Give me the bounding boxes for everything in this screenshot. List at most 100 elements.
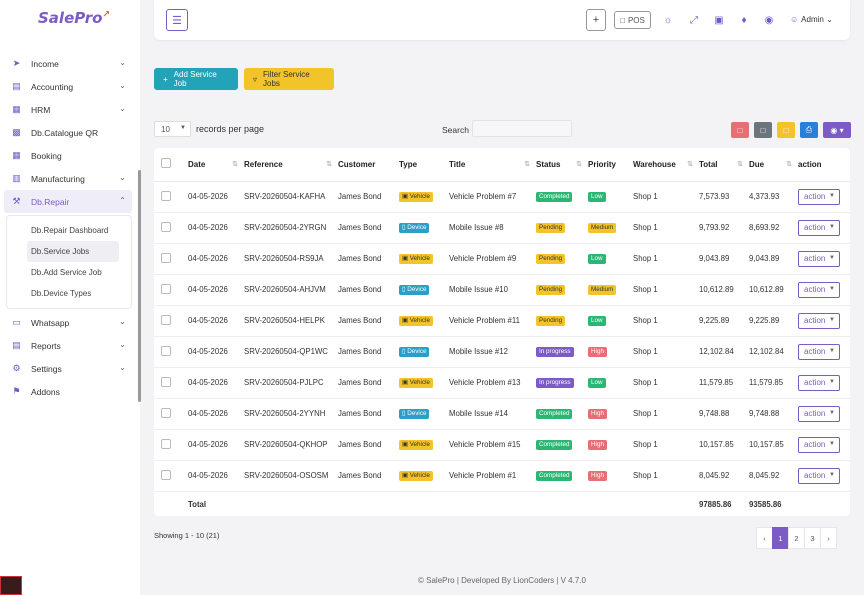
select-all-checkbox[interactable] — [161, 158, 171, 169]
col-total[interactable]: Total ⇅ — [699, 148, 749, 182]
bell-icon[interactable]: ♦ — [741, 14, 747, 26]
row-checkbox-cell[interactable] — [154, 367, 188, 399]
row-checkbox-cell[interactable] — [154, 305, 188, 337]
action-dropdown-button[interactable]: action ▼ — [798, 250, 840, 267]
col-type[interactable]: Type — [399, 148, 449, 182]
row-checkbox[interactable] — [161, 314, 171, 325]
sidebar-item-manufacturing[interactable]: ▥ Manufacturing ⌄ — [0, 167, 140, 190]
action-dropdown-button[interactable]: action ▼ — [798, 343, 840, 360]
row-checkbox[interactable] — [161, 283, 171, 294]
service-jobs-table-card: Date ⇅ Reference ⇅ Customer Type Title ⇅ St… — [154, 148, 850, 516]
col-priority[interactable]: Priority — [588, 148, 633, 182]
sidebar-scrollbar[interactable] — [138, 170, 141, 402]
action-dropdown-button[interactable]: action ▼ — [798, 219, 840, 236]
row-checkbox-cell[interactable] — [154, 429, 188, 461]
cash-register-icon[interactable]: ▣ — [714, 14, 724, 26]
action-dropdown-button[interactable]: action ▼ — [798, 281, 840, 298]
table-row: 04-05-2026 SRV-20260504-AHJVM James Bond ▯ … — [154, 274, 850, 306]
cell-due: 12,102.84 — [749, 336, 798, 368]
theme-toggle-icon[interactable]: ☼ — [663, 14, 673, 26]
user-menu[interactable]: ☺ Admin ⌄ — [790, 15, 833, 24]
row-checkbox[interactable] — [161, 376, 171, 387]
action-dropdown-button[interactable]: action ▼ — [798, 405, 840, 422]
priority-badge: High — [588, 347, 607, 357]
col-status[interactable]: Status ⇅ — [536, 148, 588, 182]
sidebar-item-income[interactable]: ➤ Income ⌄ — [0, 52, 140, 75]
sidebar-item-hrm[interactable]: ▦ HRM ⌄ — [0, 98, 140, 121]
export-csv-button[interactable]: □ — [754, 122, 772, 138]
export-pdf-button[interactable]: □ — [731, 122, 749, 138]
submenu-item-db-device-types[interactable]: Db.Device Types — [31, 289, 92, 298]
filter-service-jobs-button[interactable]: ▿ Filter Service Jobs — [244, 68, 334, 90]
print-button[interactable]: ⎙ — [800, 122, 818, 138]
row-checkbox[interactable] — [161, 469, 171, 480]
row-checkbox-cell[interactable] — [154, 336, 188, 368]
action-dropdown-button[interactable]: action ▼ — [798, 436, 840, 453]
brand-logo[interactable]: SalePro↗ — [38, 9, 111, 27]
row-checkbox-cell[interactable] — [154, 243, 188, 275]
col-title[interactable]: Title ⇅ — [449, 148, 536, 182]
sidebar-item-settings[interactable]: ⚙ Settings ⌄ — [0, 357, 140, 380]
chevron-left-icon: ‹ — [763, 533, 766, 543]
pos-label: POS — [627, 15, 645, 25]
cell-action: action ▼ — [798, 398, 850, 430]
submenu-item-db-add-service-job[interactable]: Db.Add Service Job — [31, 268, 102, 277]
priority-badge: High — [588, 409, 607, 419]
row-checkbox-cell[interactable] — [154, 212, 188, 244]
fullscreen-icon[interactable]: ⤢ — [690, 14, 698, 26]
col-reference[interactable]: Reference ⇅ — [244, 148, 338, 182]
row-checkbox[interactable] — [161, 221, 171, 232]
pagination: ‹ 1 2 3 › — [756, 527, 837, 549]
sidebar-item-whatsapp[interactable]: ▭ Whatsapp ⌄ — [0, 311, 140, 334]
sidebar-item-reports[interactable]: ▤ Reports ⌄ — [0, 334, 140, 357]
action-label: action — [804, 316, 826, 325]
sidebar-item-db-catalogue-qr[interactable]: ▩ Db.Catalogue QR — [0, 121, 140, 144]
menu-toggle-button[interactable]: ☰ — [166, 9, 188, 31]
user-label: Admin — [801, 15, 824, 24]
action-dropdown-button[interactable]: action ▼ — [798, 374, 840, 391]
pagination-next-button[interactable]: › — [820, 527, 837, 549]
column-visibility-button[interactable]: ◉ ▾ — [823, 122, 851, 138]
pagination-page-3[interactable]: 3 — [804, 527, 821, 549]
quick-add-button[interactable]: + — [586, 9, 606, 31]
submenu-item-db-service-jobs[interactable]: Db.Service Jobs — [27, 241, 119, 262]
col-date[interactable]: Date ⇅ — [188, 148, 244, 182]
row-checkbox[interactable] — [161, 190, 171, 201]
row-checkbox[interactable] — [161, 438, 171, 449]
globe-icon[interactable]: ◉ — [764, 14, 774, 26]
action-dropdown-button[interactable]: action ▼ — [798, 312, 840, 329]
add-service-job-label: Add Service Job — [173, 70, 217, 88]
sidebar-item-addons[interactable]: ⚑ Addons — [0, 380, 140, 403]
priority-badge: Low — [588, 254, 606, 264]
select-all-checkbox-cell[interactable] — [154, 148, 188, 182]
pagination-page-2[interactable]: 2 — [788, 527, 805, 549]
row-checkbox-cell[interactable] — [154, 274, 188, 306]
phone-icon: ▯ — [402, 224, 406, 231]
col-customer[interactable]: Customer — [338, 148, 399, 182]
row-checkbox-cell[interactable] — [154, 181, 188, 213]
submenu-item-db-repair-dashboard[interactable]: Db.Repair Dashboard — [31, 226, 109, 235]
pagination-prev-button[interactable]: ‹ — [756, 527, 773, 549]
row-checkbox[interactable] — [161, 252, 171, 263]
pos-button[interactable]: □ POS — [614, 11, 651, 29]
search-input[interactable] — [472, 120, 572, 137]
add-service-job-button[interactable]: + Add Service Job — [154, 68, 238, 90]
sidebar-item-accounting[interactable]: ▤ Accounting ⌄ — [0, 75, 140, 98]
col-warehouse[interactable]: Warehouse ⇅ — [633, 148, 699, 182]
cell-customer: James Bond — [338, 460, 399, 492]
col-due[interactable]: Due ⇅ — [749, 148, 798, 182]
row-checkbox-cell[interactable] — [154, 398, 188, 430]
sidebar-nav: ➤ Income ⌄ ▤ Accounting ⌄ ▦ HRM ⌄ ▩ Db.Catalogue Q… — [0, 52, 140, 403]
action-dropdown-button[interactable]: action ▼ — [798, 188, 840, 205]
export-excel-button[interactable]: □ — [777, 122, 795, 138]
row-checkbox[interactable] — [161, 345, 171, 356]
sidebar-item-db-repair[interactable]: ⚒ Db.Repair ⌃ — [4, 190, 132, 213]
row-checkbox-cell[interactable] — [154, 460, 188, 492]
pagination-page-1[interactable]: 1 — [772, 527, 789, 549]
action-dropdown-button[interactable]: action ▼ — [798, 467, 840, 484]
cell-date: 04-05-2026 — [188, 212, 244, 244]
phone-icon: ▯ — [402, 286, 406, 293]
records-per-page-select[interactable]: 10 ▼ — [154, 121, 191, 137]
row-checkbox[interactable] — [161, 407, 171, 418]
sidebar-item-booking[interactable]: ▦ Booking — [0, 144, 140, 167]
